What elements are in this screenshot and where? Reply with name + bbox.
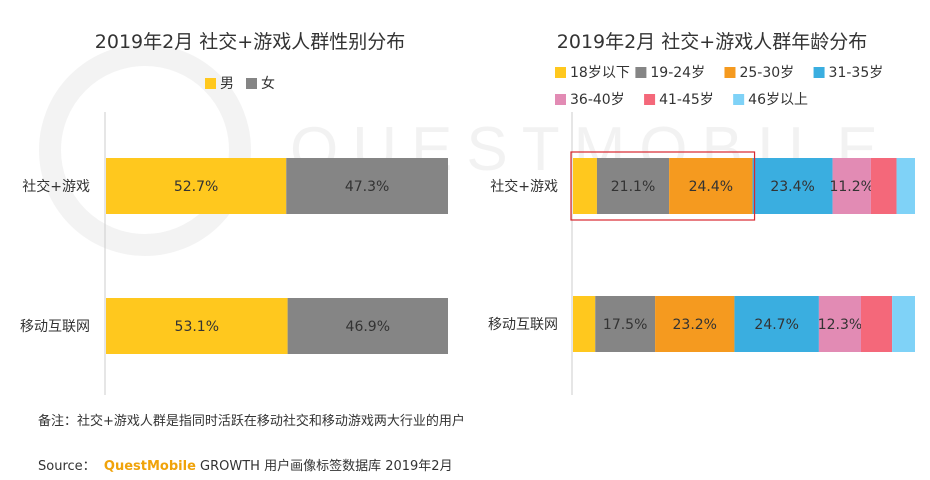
legend-label-女: 女 — [261, 75, 275, 92]
legend-label-25-30岁: 25-30岁 — [739, 65, 794, 81]
chart-2: 2019年2月 社交+游戏人群年龄分布 18岁以下 19-24岁 25-30岁 31-3… — [488, 31, 915, 395]
legend-swatch-男 — [205, 78, 216, 89]
bar-社交+游戏-31-35岁 — [752, 158, 833, 214]
legend-label-36-40岁: 36-40岁 — [570, 92, 625, 108]
legend-swatch-36-40岁 — [555, 94, 566, 105]
watermark: QUESTMOBILE — [39, 44, 878, 256]
data-label-移动互联网-36-40岁: 12.3% — [818, 317, 862, 333]
data-label-社交+游戏-女: 47.3% — [345, 179, 389, 195]
legend-swatch-19-24岁 — [635, 67, 647, 78]
bar-社交+游戏-41-45岁 — [870, 158, 897, 214]
bar-移动互联网-18岁以下 — [573, 296, 596, 352]
bar-社交+游戏-18岁以下 — [573, 158, 597, 214]
bar-移动互联网-46岁以上 — [892, 296, 915, 352]
legend-label-31-35岁: 31-35岁 — [829, 65, 884, 81]
legend-swatch-46岁以上 — [733, 94, 745, 105]
bar-移动互联网-25-30岁 — [655, 296, 735, 352]
source-brand: QuestMobile — [103, 459, 196, 474]
bar-移动互联网-19-24岁 — [595, 296, 656, 352]
source-prefix: Source： — [38, 459, 96, 474]
data-label-社交+游戏-36-40岁: 11.2% — [829, 179, 873, 195]
data-label-移动互联网-男: 53.1% — [175, 319, 219, 335]
legend-swatch-女 — [246, 78, 257, 89]
data-label-社交+游戏-19-24岁: 21.1% — [611, 179, 655, 195]
data-label-社交+游戏-25-30岁: 24.4% — [689, 179, 733, 195]
bar-移动互联网-女 — [287, 298, 448, 354]
footnote-source: Source： QuestMobile GROWTH 用户画像标签数据库 201… — [38, 455, 453, 474]
legend-swatch-41-45岁 — [644, 94, 656, 105]
data-label-社交+游戏-男: 52.7% — [174, 179, 218, 195]
chart-title: 2019年2月 社交+游戏人群性别分布 — [95, 31, 405, 53]
data-label-移动互联网-31-35岁: 24.7% — [754, 317, 798, 333]
data-label-移动互联网-19-24岁: 17.5% — [603, 317, 647, 333]
category-label: 社交+游戏 — [22, 178, 90, 195]
bar-社交+游戏-36-40岁 — [832, 158, 871, 214]
bar-社交+游戏-女 — [286, 158, 448, 214]
data-label-社交+游戏-31-35岁: 23.4% — [770, 179, 814, 195]
legend-label-男: 男 — [220, 76, 234, 92]
bar-社交+游戏-25-30岁 — [669, 158, 753, 214]
source-rest: GROWTH 用户画像标签数据库 2019年2月 — [195, 459, 453, 474]
bar-社交+游戏-46岁以上 — [896, 158, 915, 214]
bar-移动互联网-31-35岁 — [734, 296, 819, 352]
legend-label-19-24岁: 19-24岁 — [650, 65, 705, 81]
category-label: 移动互联网 — [20, 319, 90, 335]
watermark-logo-ring — [39, 44, 251, 256]
category-label: 移动互联网 — [488, 317, 558, 333]
legend-label-46岁以上: 46岁以上 — [748, 92, 808, 108]
bar-社交+游戏-男 — [106, 158, 287, 214]
category-label: 社交+游戏 — [490, 178, 558, 195]
bar-移动互联网-41-45岁 — [860, 296, 893, 352]
legend-swatch-25-30岁 — [724, 67, 736, 78]
legend-label-18岁以下: 18岁以下 — [570, 65, 630, 81]
legend-label-41-45岁: 41-45岁 — [659, 92, 714, 108]
chart-title: 2019年2月 社交+游戏人群年龄分布 — [557, 31, 867, 53]
footnote-note: 备注：社交+游戏人群是指同时活跃在移动社交和移动游戏两大行业的用户 — [38, 414, 465, 429]
data-label-移动互联网-25-30岁: 23.2% — [673, 317, 717, 333]
bar-移动互联网-36-40岁 — [818, 296, 861, 352]
data-label-移动互联网-女: 46.9% — [346, 319, 390, 335]
bar-社交+游戏-19-24岁 — [596, 158, 670, 214]
legend-swatch-31-35岁 — [813, 67, 825, 78]
bar-移动互联网-男 — [106, 298, 288, 354]
legend-swatch-18岁以下 — [555, 67, 566, 78]
highlight-box — [570, 151, 756, 221]
